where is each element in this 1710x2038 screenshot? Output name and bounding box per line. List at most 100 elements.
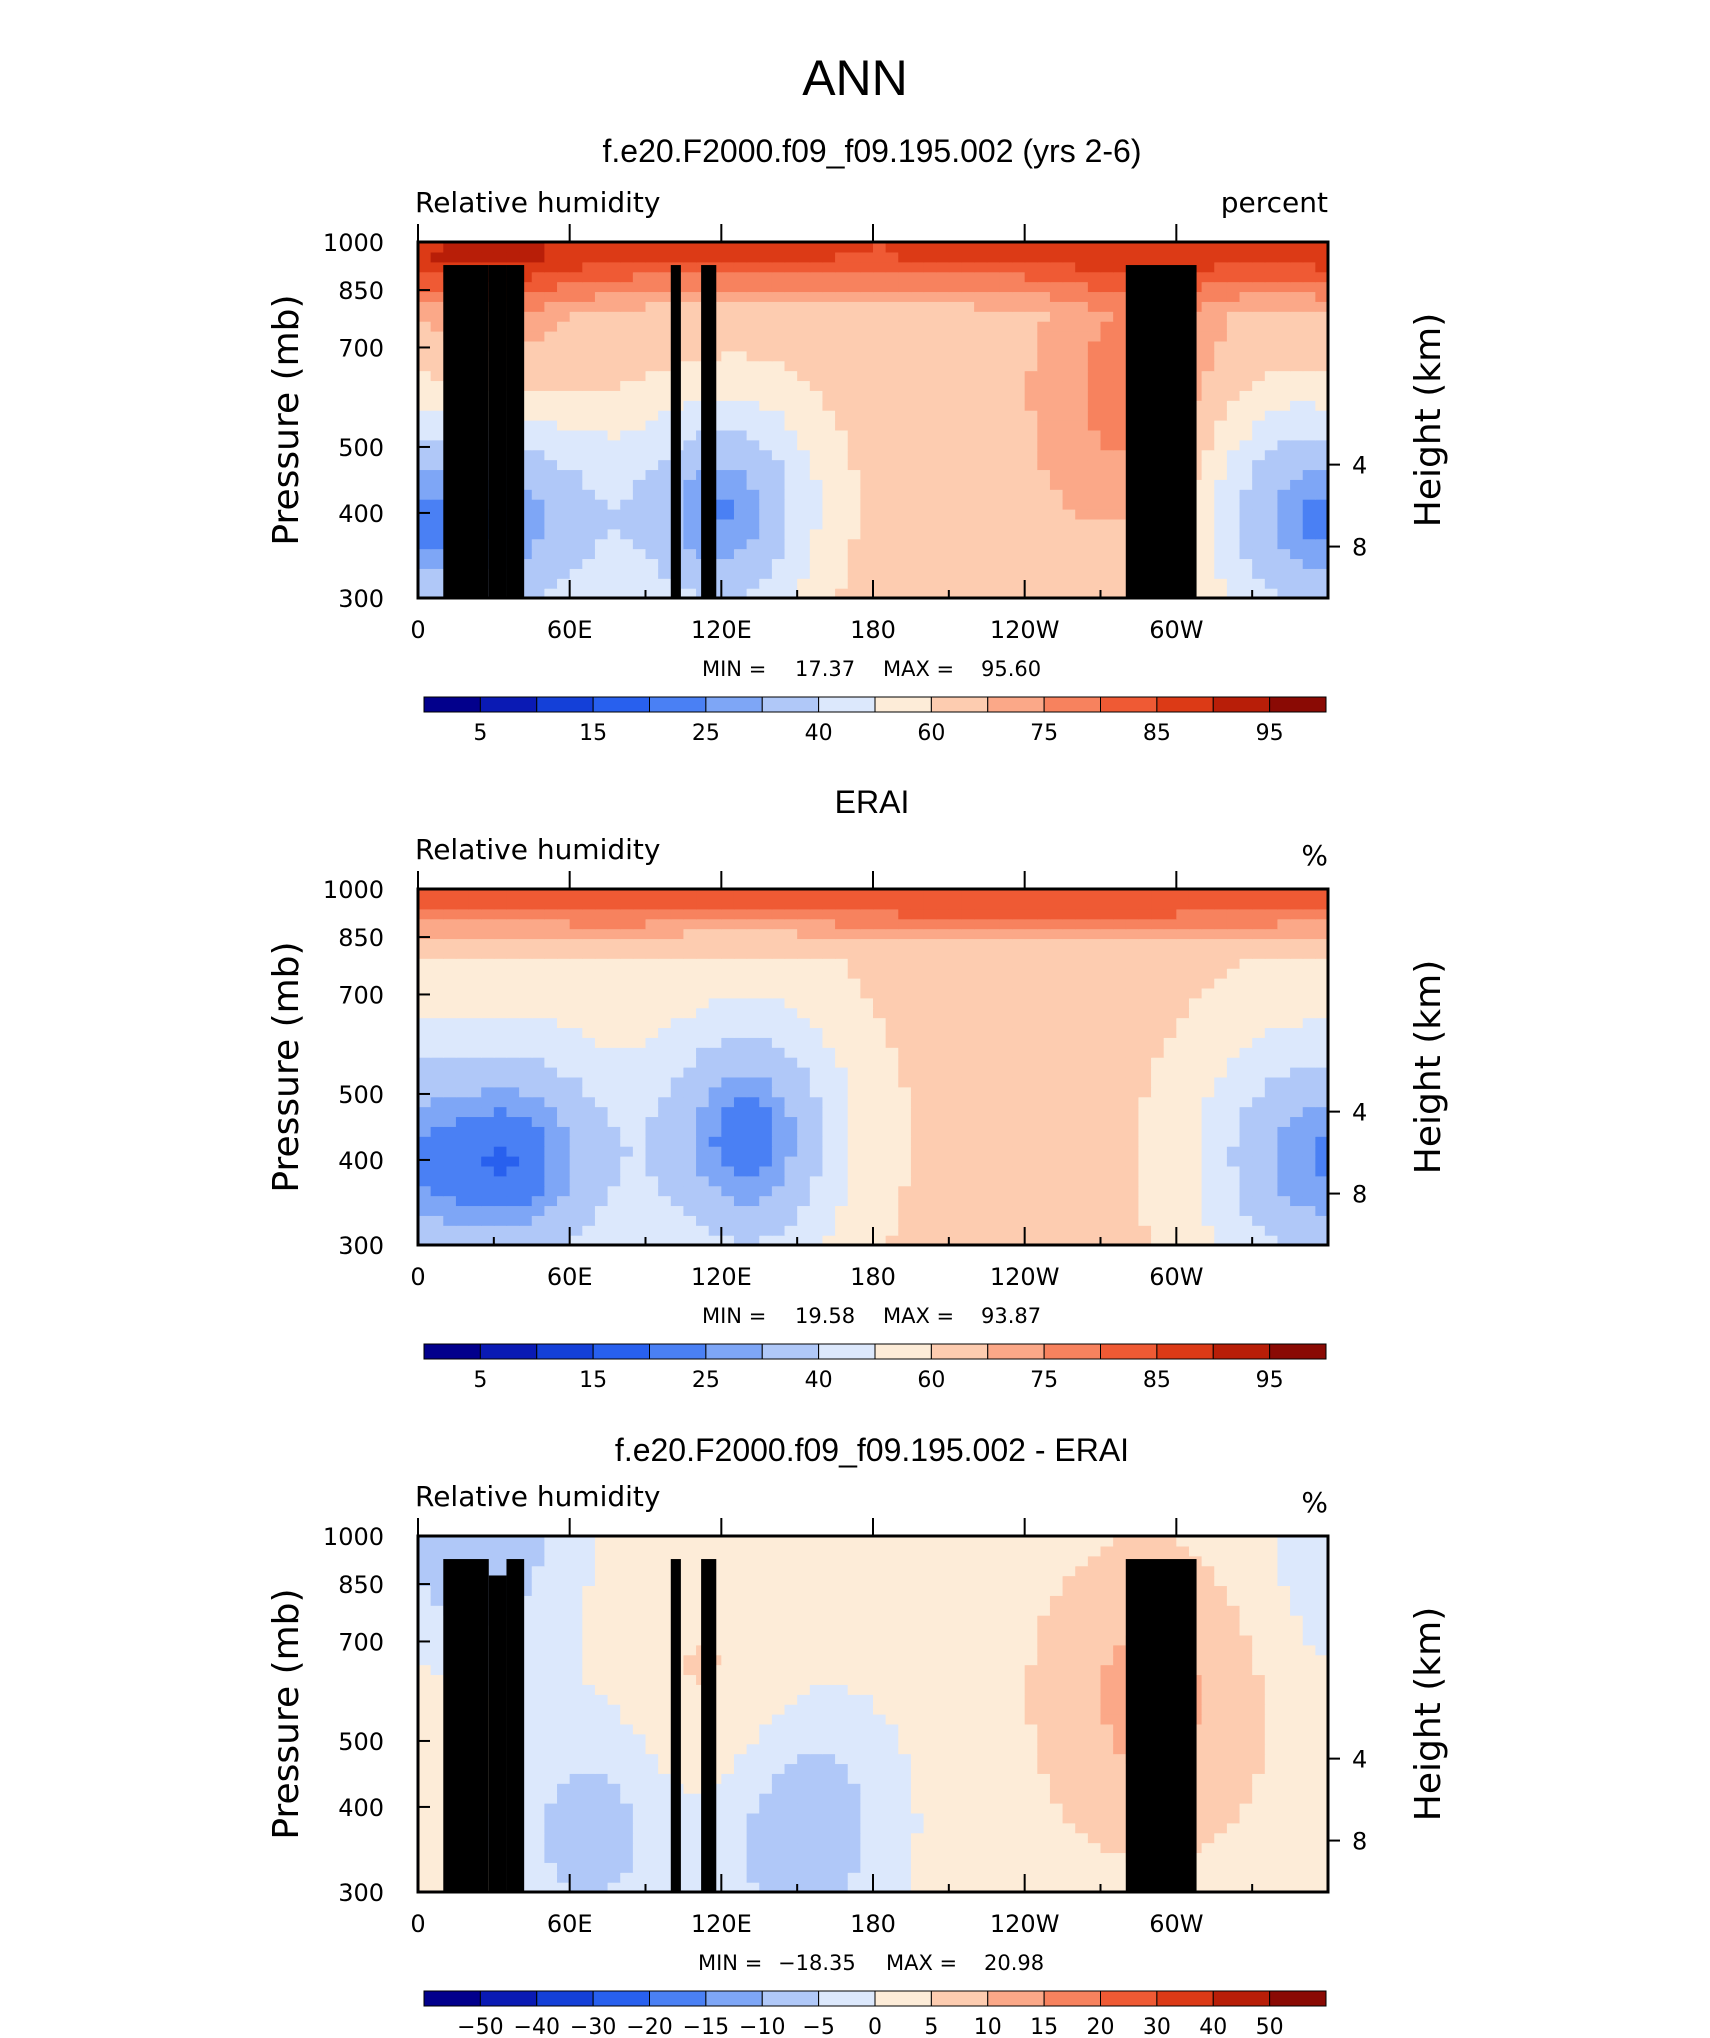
field-cell	[531, 410, 545, 421]
field-cell	[519, 410, 533, 421]
field-cell	[746, 479, 760, 490]
field-cell	[999, 538, 1013, 550]
field-cell	[898, 938, 912, 949]
field-cell	[1100, 558, 1114, 569]
field-cell	[835, 1037, 849, 1048]
field-cell	[835, 1086, 849, 1098]
field-cell	[658, 1106, 672, 1118]
field-cell	[544, 1007, 558, 1019]
field-cell	[519, 251, 533, 263]
field-cell	[759, 1195, 773, 1207]
field-cell	[696, 987, 710, 999]
field-cell	[708, 1116, 722, 1127]
field-cell	[430, 1007, 444, 1019]
field-cell	[1315, 420, 1328, 431]
field-cell	[948, 1017, 963, 1029]
field-cell	[974, 548, 988, 560]
field-cell	[418, 548, 432, 560]
field-cell	[835, 1156, 849, 1167]
panel-obs: ERAI Relative humidity % 300400500700850…	[266, 784, 1449, 1393]
field-cell	[1012, 518, 1026, 530]
field-cell	[936, 968, 950, 979]
field-cell	[443, 968, 457, 979]
field-cell	[430, 918, 444, 930]
field-cell	[847, 469, 861, 480]
field-cell	[822, 518, 836, 530]
field-cell	[569, 331, 583, 342]
field-cell	[923, 1195, 937, 1207]
field-cell	[1049, 469, 1064, 480]
field-cell	[1151, 1007, 1165, 1019]
field-cell	[974, 568, 988, 579]
field-cell	[1113, 1136, 1127, 1147]
field-cell	[961, 1146, 975, 1157]
field-cell	[1075, 1185, 1089, 1197]
field-cell	[1302, 1215, 1316, 1226]
field-cell	[594, 978, 609, 989]
field-cell	[1062, 928, 1076, 940]
field-cell	[746, 1136, 760, 1147]
field-cell	[1201, 291, 1215, 302]
field-cell	[1062, 489, 1076, 500]
field-cell	[468, 1195, 482, 1207]
field-cell	[658, 301, 672, 312]
field-cell	[1302, 558, 1316, 569]
field-cell	[569, 1156, 583, 1167]
field-cell	[822, 400, 836, 411]
field-cell	[974, 340, 988, 352]
field-cell	[1302, 370, 1316, 382]
field-cell	[771, 370, 786, 382]
field-cell	[632, 987, 647, 999]
field-cell	[898, 518, 912, 530]
field-cell	[873, 578, 887, 589]
field-cell	[1062, 1086, 1076, 1098]
field-cell	[1062, 509, 1076, 520]
field-cell	[418, 518, 432, 530]
field-cell	[1226, 410, 1241, 421]
field-cell	[418, 509, 432, 520]
field-cell	[835, 997, 849, 1009]
field-cell	[620, 578, 634, 589]
field-cell	[443, 958, 457, 969]
field-cell	[873, 968, 887, 979]
field-cell	[771, 928, 786, 940]
field-cell	[860, 1175, 874, 1187]
field-cell	[1125, 938, 1140, 949]
field-cell	[1252, 479, 1266, 490]
field-cell	[594, 1037, 609, 1048]
field-cell	[885, 997, 899, 1009]
field-cell	[1163, 1076, 1177, 1088]
field-cell	[544, 948, 558, 959]
field-cell	[582, 439, 596, 451]
field-cell	[708, 938, 722, 949]
field-cell	[1201, 978, 1215, 989]
field-cell	[1113, 588, 1127, 598]
field-cell	[1049, 938, 1064, 949]
field-cell	[544, 558, 558, 569]
field-cell	[1302, 588, 1316, 598]
field-cell	[1226, 1017, 1241, 1029]
field-cell	[557, 1086, 571, 1098]
field-cell	[898, 390, 912, 401]
field-cell	[873, 1185, 887, 1197]
field-cell	[455, 918, 470, 930]
field-cell	[506, 251, 520, 263]
field-cell	[847, 370, 861, 382]
field-cell	[1100, 321, 1114, 332]
field-cell	[1239, 242, 1253, 253]
field-cell	[1176, 968, 1190, 979]
field-cell	[885, 311, 899, 322]
field-cell	[493, 1047, 508, 1058]
field-cell	[923, 1106, 937, 1118]
field-cell	[759, 439, 773, 451]
field-cell	[645, 1027, 659, 1038]
field-cell	[607, 1027, 621, 1038]
field-cell	[986, 1235, 1000, 1245]
units-label: percent	[1221, 186, 1328, 219]
field-cell	[645, 410, 659, 421]
land-block	[488, 265, 507, 598]
field-cell	[544, 1096, 558, 1108]
field-cell	[418, 1086, 432, 1098]
field-cell	[1100, 1027, 1114, 1038]
field-cell	[885, 261, 899, 273]
